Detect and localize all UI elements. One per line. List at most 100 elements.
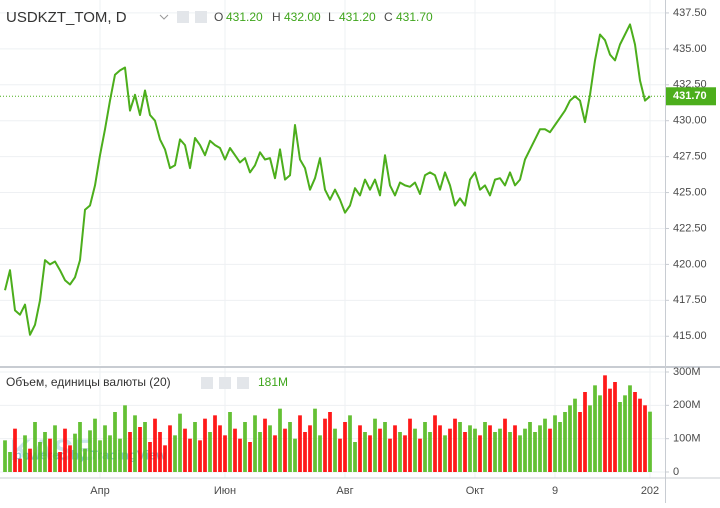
x-tick-label: 202	[641, 485, 659, 497]
volume-bar	[348, 415, 352, 472]
close-icon[interactable]	[237, 377, 249, 389]
volume-bar	[158, 432, 162, 472]
volume-bar	[358, 425, 362, 472]
header-icons[interactable]	[159, 11, 207, 23]
y-tick-label: 0	[673, 466, 679, 478]
volume-bar	[538, 425, 542, 472]
volume-bar	[223, 435, 227, 472]
volume-bar	[463, 432, 467, 472]
volume-bar	[638, 398, 642, 472]
settings-icon[interactable]	[195, 11, 207, 23]
volume-bar	[98, 440, 102, 472]
high-label: H	[272, 10, 281, 24]
volume-bar	[243, 422, 247, 472]
last-price-tag	[666, 87, 716, 106]
volume-bar	[378, 428, 382, 472]
volume-bar	[523, 428, 527, 472]
volume-bar	[338, 438, 342, 472]
volume-bar	[343, 422, 347, 472]
volume-bar	[368, 435, 372, 472]
volume-bar	[233, 428, 237, 472]
volume-bar	[228, 412, 232, 472]
y-tick-label: 425.00	[673, 186, 707, 198]
volume-bar	[408, 418, 412, 472]
volume-bar	[413, 428, 417, 472]
volume-bar	[453, 418, 457, 472]
volume-icons[interactable]	[201, 377, 249, 389]
dropdown-icon[interactable]	[159, 14, 169, 20]
volume-bar	[93, 418, 97, 472]
y-tick-label: 430.00	[673, 115, 707, 127]
volume-bar	[443, 435, 447, 472]
volume-bar	[558, 422, 562, 472]
y-tick-label: 200M	[673, 399, 701, 411]
volume-bar	[313, 408, 317, 472]
y-tick-label: 427.50	[673, 151, 707, 163]
volume-bar	[128, 432, 132, 472]
volume-bar	[513, 425, 517, 472]
volume-bar	[288, 422, 292, 472]
volume-bar	[298, 415, 302, 472]
volume-bar	[548, 428, 552, 472]
volume-bar	[13, 428, 17, 472]
volume-bar	[268, 425, 272, 472]
volume-bar	[213, 415, 217, 472]
volume-bar	[473, 428, 477, 472]
volume-bar	[153, 418, 157, 472]
volume-bar	[623, 395, 627, 472]
volume-bar	[48, 438, 52, 472]
x-tick-label: Июн	[214, 485, 236, 497]
volume-bar	[323, 418, 327, 472]
volume-bar	[398, 432, 402, 472]
x-tick-label: 9	[552, 485, 558, 497]
volume-bar	[18, 458, 22, 472]
y-tick-label: 420.00	[673, 258, 707, 270]
volume-bar	[433, 415, 437, 472]
volume-bar	[373, 418, 377, 472]
close-label: C	[384, 10, 393, 24]
volume-bar	[273, 435, 277, 472]
volume-bar	[648, 411, 652, 472]
volume-bar	[483, 422, 487, 472]
low-value: 431.20	[339, 10, 376, 24]
volume-bar	[258, 432, 262, 472]
volume-last-value: 181M	[258, 375, 288, 389]
volume-bar	[383, 422, 387, 472]
volume-bar	[148, 442, 152, 472]
volume-bar	[278, 408, 282, 472]
low-label: L	[328, 10, 335, 24]
volume-bar	[38, 442, 42, 472]
volume-bar	[438, 425, 442, 472]
volume-bar	[168, 425, 172, 472]
volume-bar	[23, 435, 27, 472]
volume-bar	[53, 425, 57, 472]
settings-icon[interactable]	[219, 377, 231, 389]
open-label: O	[214, 10, 223, 24]
volume-bar	[468, 425, 472, 472]
y-tick-label: 100M	[673, 433, 701, 445]
eye-icon[interactable]	[201, 377, 213, 389]
volume-bar	[628, 385, 632, 472]
volume-bar	[608, 388, 612, 472]
volume-bar	[253, 415, 257, 472]
last-price-label: 431.70	[673, 90, 707, 102]
high-value: 432.00	[284, 10, 321, 24]
volume-bar	[643, 405, 647, 472]
volume-bar	[333, 428, 337, 472]
x-tick-label: Апр	[90, 485, 109, 497]
open-value: 431.20	[226, 10, 263, 24]
volume-bar	[33, 422, 37, 472]
price-line	[4, 23, 651, 336]
volume-bar	[118, 438, 122, 472]
volume-bar	[543, 418, 547, 472]
y-tick-label: 435.00	[673, 43, 707, 55]
volume-bar	[533, 432, 537, 472]
volume-bar	[553, 415, 557, 472]
y-tick-label: 300M	[673, 366, 701, 378]
volume-bar	[448, 428, 452, 472]
volume-bar	[238, 438, 242, 472]
eye-icon[interactable]	[177, 11, 189, 23]
volume-bar	[303, 432, 307, 472]
marks	[0, 23, 665, 472]
